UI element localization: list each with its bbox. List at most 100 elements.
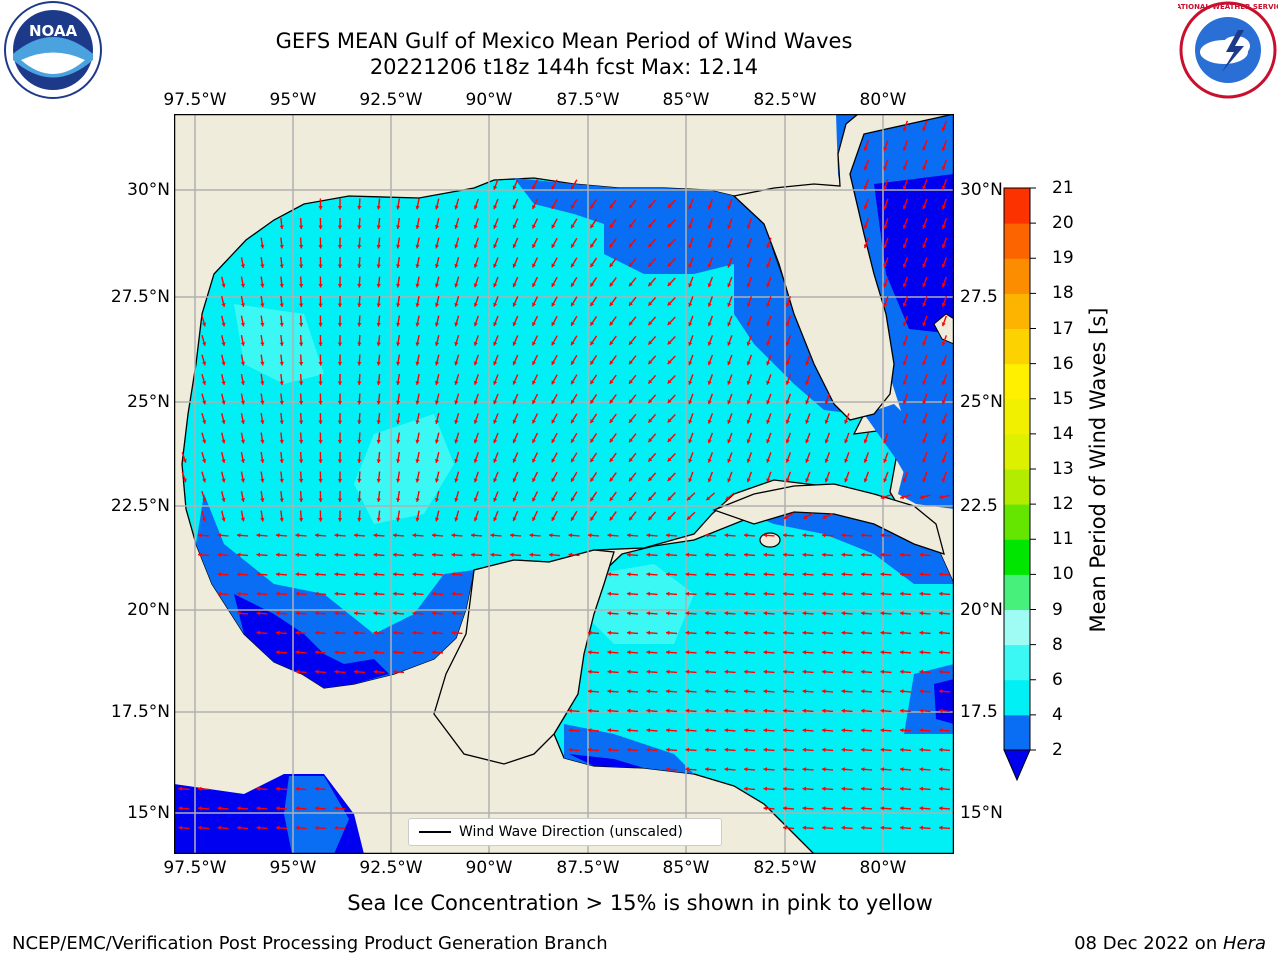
wind-arrow-head (863, 439, 868, 444)
wind-arrow-head (648, 477, 653, 482)
wind-arrow-head (667, 457, 672, 462)
wind-arrow-head (802, 825, 807, 830)
wind-arrow-head (337, 362, 343, 366)
wind-arrow-head (357, 322, 362, 327)
wind-arrow-head (900, 552, 904, 557)
sea-ice-note: Sea Ice Concentration > 15% is shown in … (347, 891, 933, 915)
wind-arrow-head (646, 747, 651, 752)
wind-arrow-head (766, 419, 771, 424)
wind-arrow-head (415, 205, 420, 210)
wind-arrow-head (337, 401, 343, 405)
wind-arrow-head (298, 361, 304, 366)
colorbar-tick-label: 10 (1052, 564, 1074, 585)
colorbar-bin (1004, 258, 1030, 294)
wind-arrow-head (588, 630, 592, 635)
wind-arrow-head (841, 747, 846, 752)
wind-arrow-head (939, 747, 943, 752)
wind-arrow-head (571, 185, 575, 190)
wind-arrow-head (763, 806, 768, 811)
wind-arrow-head (434, 322, 440, 327)
wind-arrow-head (393, 533, 397, 538)
wind-arrow-head (240, 283, 246, 288)
wind-arrow-head (376, 303, 381, 307)
wind-arrow-head (802, 533, 807, 538)
wind-arrow-head (746, 224, 751, 229)
wind-arrow-head (473, 263, 478, 268)
wind-arrow-head (590, 263, 595, 268)
wind-arrow-head (337, 206, 343, 210)
wind-arrow-head (667, 438, 672, 442)
wind-arrow-head (783, 591, 787, 596)
wind-arrow-head (939, 494, 943, 500)
wind-arrow-head (240, 303, 246, 307)
wind-arrow-head (415, 420, 420, 424)
wind-arrow-head (432, 533, 436, 538)
wind-arrow-head (454, 283, 459, 288)
wind-arrow-head (746, 439, 751, 444)
wind-arrow-head (727, 361, 732, 366)
wind-arrow-head (785, 361, 790, 366)
wind-arrow-head (744, 689, 748, 694)
wind-arrow-head (880, 533, 885, 538)
wind-arrow-head (510, 533, 514, 538)
wind-arrow-head (705, 611, 709, 616)
wind-arrow-head (727, 322, 732, 327)
wind-arrow-head (900, 786, 904, 791)
wind-arrow-head (571, 419, 575, 424)
wind-arrow-head (880, 689, 885, 694)
lon-label-bottom: 80°W (859, 858, 907, 878)
wind-arrow-head (667, 340, 672, 345)
wind-arrow-head (493, 517, 498, 522)
wind-arrow-head (667, 204, 672, 208)
wind-arrow-head (922, 419, 927, 424)
lat-label-right: 17.5 (960, 702, 998, 722)
wind-arrow-head (822, 669, 826, 674)
wind-arrow-head (260, 517, 265, 522)
wind-arrow-head (551, 360, 556, 365)
colorbar-tick-label: 16 (1052, 353, 1074, 374)
wind-arrow-head (744, 728, 748, 733)
wind-arrow-head (707, 341, 712, 346)
wind-arrow-head (451, 611, 456, 616)
wind-arrow-head (260, 400, 265, 405)
wind-arrow-head (237, 533, 241, 538)
wind-arrow-head (880, 611, 885, 616)
wind-arrow-head (256, 630, 261, 635)
wind-arrow-head (532, 380, 536, 385)
wind-arrow-head (688, 478, 693, 483)
wind-arrow-head (648, 438, 653, 443)
lon-label-bottom: 87.5°W (556, 858, 620, 878)
wind-arrow-head (202, 341, 207, 346)
wind-arrow-head (863, 166, 868, 171)
wind-arrow-head (473, 517, 478, 522)
wind-arrow-head (237, 572, 241, 577)
wind-arrow-head (822, 767, 826, 772)
wind-arrow-head (688, 322, 693, 327)
wind-arrow-head (627, 611, 631, 616)
wind-arrow-head (354, 572, 358, 577)
wind-arrow-head (198, 825, 202, 830)
wind-arrow-head (376, 459, 381, 463)
wind-arrow-head (880, 767, 885, 772)
wind-arrow-head (295, 552, 300, 557)
wind-arrow-head (863, 185, 868, 190)
wind-arrow-head (260, 283, 265, 288)
wind-arrow-head (373, 611, 378, 616)
wind-arrow-head (900, 591, 904, 596)
wind-arrow-head (590, 243, 595, 248)
wind-arrow-head (295, 611, 300, 616)
wind-arrow-head (609, 496, 614, 501)
wind-arrow-head (512, 517, 517, 522)
wind-arrow-head (688, 224, 693, 229)
wind-arrow-head (493, 478, 498, 483)
wind-arrow-head (198, 786, 202, 791)
wind-arrow-head (529, 552, 534, 557)
wind-arrow-head (276, 806, 280, 811)
wind-arrow-head (785, 419, 790, 424)
colorbar-bin (1004, 469, 1030, 505)
wind-arrow-head (571, 497, 575, 502)
wind-arrow-head (648, 399, 653, 404)
wind-arrow-head (766, 341, 771, 346)
wind-arrow-head (822, 591, 826, 596)
wind-arrow-head (883, 302, 888, 307)
